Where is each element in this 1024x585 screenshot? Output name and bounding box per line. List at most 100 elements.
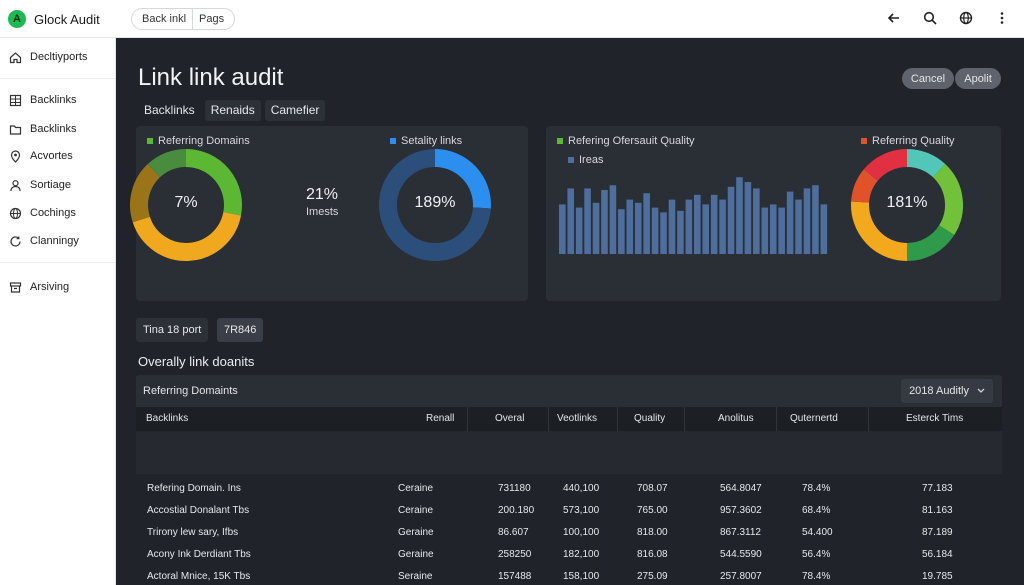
report-chip-id[interactable]: 7R846 <box>217 318 264 342</box>
column-header-overal[interactable]: Overal <box>495 413 525 424</box>
column-header-backlinks[interactable]: Backlinks <box>146 413 189 424</box>
legend-referring-quality: Referring Quality <box>861 135 955 147</box>
bar-6 <box>609 185 617 254</box>
column-header-veotlinks[interactable]: Veotlinks <box>557 413 598 424</box>
table-row[interactable]: Trirony lew sary, Ifbs Geraine 86.607 10… <box>136 522 1002 544</box>
cell-veotlinks: 182,100 <box>563 549 600 560</box>
metrics-panel-right: Refering Ofersauit Quality Ireas Referri… <box>546 126 1001 301</box>
legend-swatch <box>390 138 396 144</box>
sidebar-divider <box>0 78 116 79</box>
cell-quality: 816.08 <box>637 549 668 560</box>
tab-renaids[interactable]: Renaids <box>204 100 261 121</box>
tab-backlinks[interactable]: Backlinks <box>144 103 195 117</box>
legend-referring-domains: Referring Domains <box>147 135 250 147</box>
donut-slice-1 <box>379 149 491 261</box>
search-icon[interactable] <box>922 9 938 27</box>
legend-label: Referring Quality <box>872 135 955 147</box>
sidebar-item-label: Arsiving <box>30 281 70 293</box>
legend-swatch <box>861 138 867 144</box>
cell-overal: 86.607 <box>498 527 529 538</box>
bar-28 <box>795 199 802 254</box>
apply-button[interactable]: Apolit <box>955 68 1001 89</box>
cell-quternertd: 54.400 <box>802 527 833 538</box>
cell-veotlinks: 100,100 <box>563 527 600 538</box>
cell-backlink: Refering Domain. Ins <box>147 483 241 494</box>
column-divider <box>467 407 468 431</box>
stat-value: 21% <box>306 186 339 203</box>
tab-bar: Backlinks Renaids Camefier <box>138 100 326 121</box>
column-header-quternertd[interactable]: Quternertd <box>790 413 838 424</box>
sidebar-item-decltiyports[interactable]: Decltiyports <box>8 49 87 65</box>
cell-renall: Ceraine <box>398 483 434 494</box>
folder-icon <box>8 122 22 136</box>
cancel-button[interactable]: Cancel <box>902 68 954 89</box>
donut-slice-2 <box>130 164 161 223</box>
sidebar-item-label: Cochings <box>30 207 76 219</box>
table-column-headers: Backlinks Renall Overal Veotlinks Qualit… <box>136 407 1002 431</box>
breadcrumb-item-back-inkl[interactable]: Back inkl <box>142 13 187 25</box>
globe-icon <box>8 206 22 220</box>
chevron-down-icon <box>977 388 985 393</box>
tab-camefier[interactable]: Camefier <box>264 100 326 121</box>
column-header-esterck-tims[interactable]: Esterck Tims <box>906 413 964 424</box>
breadcrumb-item-pags[interactable]: Pags <box>192 8 230 30</box>
cell-quality: 708.07 <box>637 483 668 494</box>
report-chip-period[interactable]: Tina 18 port <box>136 318 209 342</box>
cell-quternertd: 78.4% <box>802 571 831 582</box>
cell-quality: 765.00 <box>637 505 668 516</box>
bar-15 <box>685 199 693 254</box>
bar-31 <box>820 204 828 254</box>
sidebar-item-label: Acvortes <box>30 150 73 162</box>
brand[interactable]: A Glock Audit <box>8 10 100 28</box>
column-divider <box>868 407 869 431</box>
bar-7 <box>618 209 625 254</box>
bar-16 <box>694 194 701 254</box>
bar-25 <box>769 204 777 254</box>
table-row[interactable]: Refering Domain. Ins Ceraine 731180 440,… <box>136 478 1002 500</box>
main-content: Link link audit Cancel Apolit Backlinks … <box>116 38 1024 585</box>
year-dropdown[interactable]: 2018 Auditly <box>901 379 993 403</box>
back-arrow-icon[interactable] <box>886 9 902 27</box>
bar-3 <box>584 188 591 254</box>
table-row[interactable]: Accostial Donalant Tbs Ceraine 200.180 5… <box>136 500 1002 522</box>
globe-icon[interactable] <box>958 9 974 27</box>
sidebar-item-acvortes[interactable]: Acvortes <box>8 148 73 164</box>
legend-swatch <box>568 157 574 163</box>
sidebar: Decltiyports Backlinks Backlinks Acvorte… <box>0 38 116 585</box>
sidebar-item-arsiving[interactable]: Arsiving <box>8 279 69 295</box>
cell-quternertd: 78.4% <box>802 483 831 494</box>
more-vertical-icon[interactable] <box>994 9 1010 27</box>
legend-label: Referring Domains <box>158 135 250 147</box>
cell-esterck-tims: 81.163 <box>922 505 953 516</box>
sidebar-item-sortiage[interactable]: Sortiage <box>8 177 71 193</box>
column-header-quality[interactable]: Quality <box>634 413 666 424</box>
bar-21 <box>736 177 743 254</box>
bar-5 <box>601 190 608 254</box>
cell-backlink: Actoral Mnice, 15K Tbs <box>147 571 251 582</box>
cell-esterck-tims: 56.184 <box>922 549 953 560</box>
cell-anolitus: 564.8047 <box>720 483 762 494</box>
page-title: Link link audit <box>138 64 284 91</box>
donut-slice-1 <box>932 164 963 236</box>
sidebar-item-clanningy[interactable]: Clanningy <box>8 233 79 249</box>
table-row[interactable]: Acony Ink Derdiant Tbs Geraine 258250 18… <box>136 544 1002 566</box>
cell-renall: Ceraine <box>398 505 434 516</box>
cell-quality: 275.09 <box>637 571 668 582</box>
cell-quternertd: 68.4% <box>802 505 831 516</box>
sidebar-item-cochings[interactable]: Cochings <box>8 205 76 221</box>
bar-24 <box>761 207 769 254</box>
column-header-anolitus[interactable]: Anolitus <box>718 413 754 424</box>
legend-label: Ireas <box>579 154 604 166</box>
legend-security-links: Setality links <box>390 135 462 147</box>
table-title: Referring Domaints <box>143 385 238 397</box>
legend-label: Refering Ofersauit Quality <box>568 135 695 147</box>
bar-19 <box>719 199 726 254</box>
column-header-renall[interactable]: Renall <box>426 413 455 424</box>
table-row[interactable]: Actoral Mnice, 15K Tbs Seraine 157488 15… <box>136 566 1002 585</box>
brand-name: Glock Audit <box>34 11 100 27</box>
cell-anolitus: 544.5590 <box>720 549 762 560</box>
sidebar-item-backlinks-2[interactable]: Backlinks <box>8 121 76 137</box>
sidebar-item-backlinks[interactable]: Backlinks <box>8 92 76 108</box>
cell-veotlinks: 158,100 <box>563 571 600 582</box>
